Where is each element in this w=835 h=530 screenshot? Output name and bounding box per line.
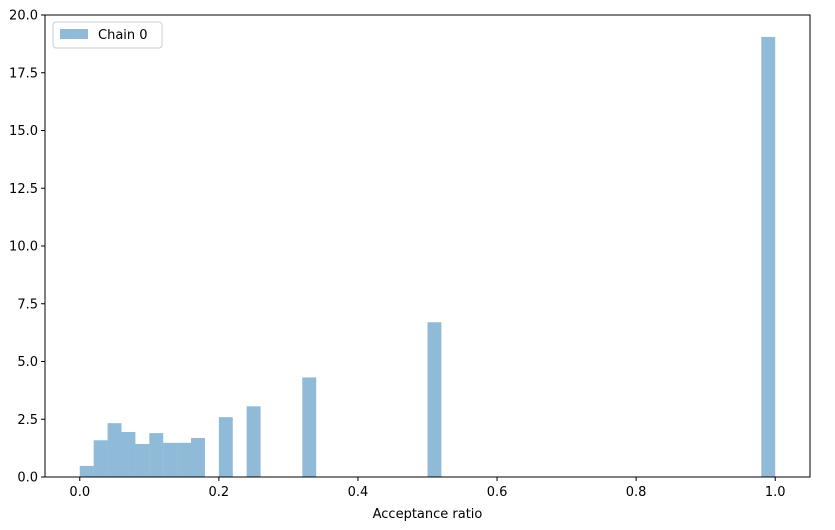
histogram-bar [427, 322, 442, 477]
y-tick-label: 10.0 [9, 240, 38, 255]
y-tick-label: 5.0 [17, 355, 38, 370]
histogram-bar [121, 431, 136, 477]
y-tick-label: 20.0 [9, 9, 38, 24]
histogram-bar [79, 465, 94, 477]
legend-label: Chain 0 [98, 28, 148, 43]
legend-swatch [60, 29, 88, 39]
y-tick-label: 15.0 [9, 124, 38, 139]
legend-box [52, 21, 163, 49]
histogram-bar [191, 437, 205, 477]
histogram-bar [163, 442, 178, 477]
x-tick-label: 0.6 [487, 485, 508, 500]
histogram-bar [246, 406, 261, 477]
x-tick-label: 0.4 [348, 485, 369, 500]
histogram-bar [761, 36, 776, 477]
histogram-bar [218, 417, 233, 477]
y-tick-label: 7.5 [17, 297, 38, 312]
y-axis: 0.0 2.5 5.0 7.5 10.0 12.5 15.0 17.5 20.0 [9, 9, 45, 486]
y-tick-label: 12.5 [9, 182, 38, 197]
y-tick-label: 0.0 [17, 471, 38, 486]
x-tick-label: 0.0 [69, 485, 90, 500]
histogram-bar [149, 433, 164, 477]
histogram-bar [177, 442, 192, 477]
legend: Chain 0 [52, 21, 163, 49]
x-tick-label: 0.2 [209, 485, 230, 500]
x-tick-label: 1.0 [765, 485, 786, 500]
x-axis: 0.0 0.2 0.4 0.6 0.8 1.0 [69, 477, 786, 500]
y-tick-label: 2.5 [17, 413, 38, 428]
histogram-bar [107, 423, 122, 477]
x-axis-label: Acceptance ratio [373, 507, 483, 522]
histogram-bar [135, 443, 150, 477]
x-tick-label: 0.8 [626, 485, 647, 500]
y-tick-label: 17.5 [9, 66, 38, 81]
histogram-bar [302, 377, 317, 477]
bars-group [79, 36, 776, 477]
histogram-bar [93, 440, 108, 477]
